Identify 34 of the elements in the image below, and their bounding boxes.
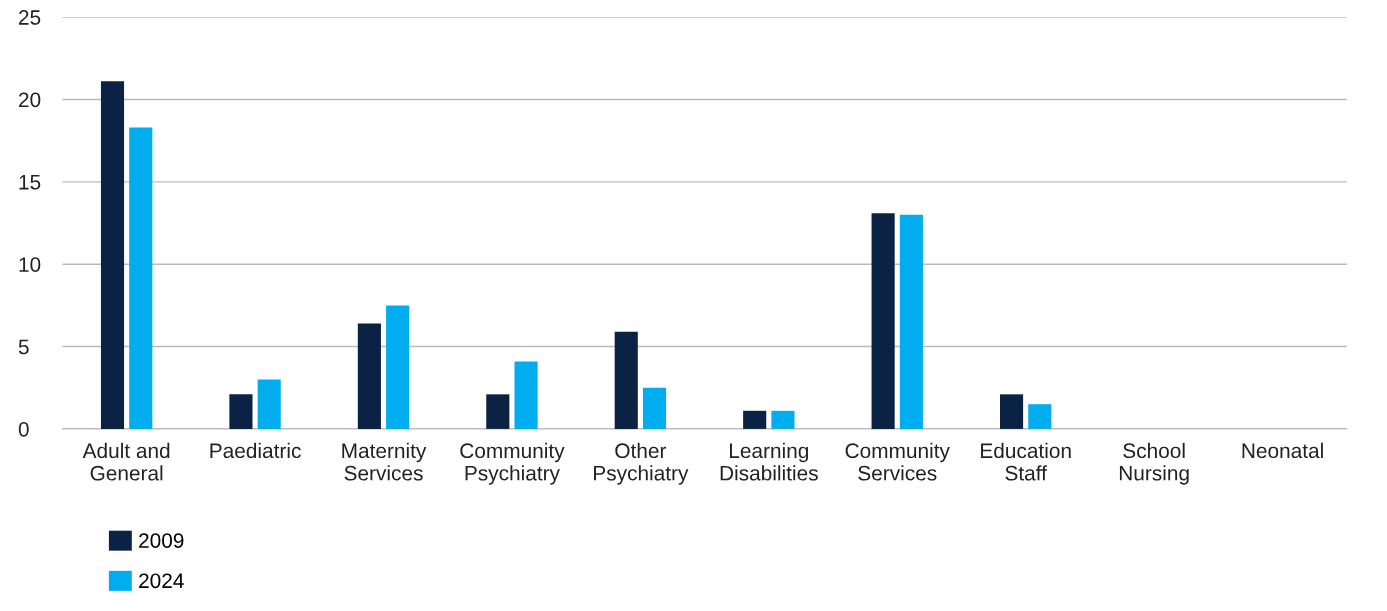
x-tick-label: Learning Disabilities xyxy=(720,442,818,481)
bar xyxy=(257,379,281,429)
bar xyxy=(899,214,923,429)
x-tick-label: Paediatric xyxy=(210,442,301,459)
bar xyxy=(614,331,638,429)
legend-label: 2009 xyxy=(139,533,184,548)
bar xyxy=(771,410,795,429)
bar xyxy=(1000,394,1024,429)
x-tick-label: Maternity Services xyxy=(342,442,427,481)
y-tick-label: 15 xyxy=(19,175,41,190)
x-tick-label: Other Psychiatry xyxy=(594,442,689,485)
x-tick-label: Adult and General xyxy=(82,442,170,481)
bar xyxy=(514,361,538,429)
x-tick-label: Community Services xyxy=(845,442,950,481)
y-tick-label: 25 xyxy=(19,10,41,25)
bar xyxy=(871,213,895,429)
y-tick-label: 5 xyxy=(18,339,29,355)
bar xyxy=(743,410,767,429)
bar xyxy=(642,387,667,429)
bar xyxy=(129,127,153,429)
legend-label: 2024 xyxy=(139,573,184,589)
bar xyxy=(1028,404,1052,429)
y-tick-label: 0 xyxy=(18,421,29,437)
x-tick-label: Community Psychiatry xyxy=(460,442,565,485)
bar xyxy=(386,305,410,429)
y-tick-label: 10 xyxy=(19,257,41,272)
x-tick-label: Neonatal xyxy=(1242,442,1323,459)
bar xyxy=(100,81,125,429)
y-tick-label: 20 xyxy=(19,92,41,108)
x-tick-label: Education Staff xyxy=(981,442,1071,481)
bar xyxy=(357,323,381,429)
bar xyxy=(486,394,510,429)
bar xyxy=(229,394,253,429)
x-tick-label: School Nursing xyxy=(1119,442,1189,485)
